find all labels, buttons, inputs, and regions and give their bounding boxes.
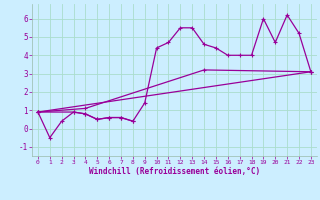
X-axis label: Windchill (Refroidissement éolien,°C): Windchill (Refroidissement éolien,°C)	[89, 167, 260, 176]
